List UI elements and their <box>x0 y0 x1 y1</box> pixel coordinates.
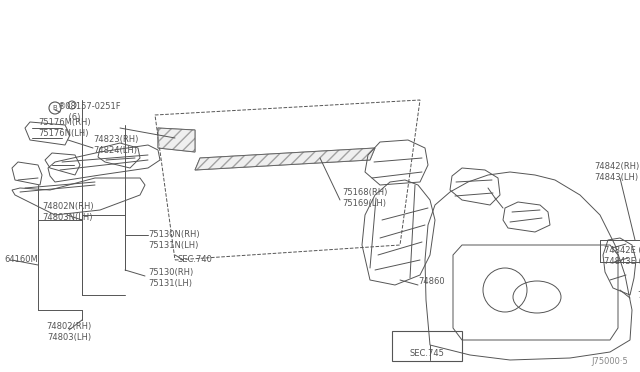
Text: 75176M(RH)
75176N(LH): 75176M(RH) 75176N(LH) <box>38 118 91 138</box>
Text: ®08157-0251F
    (6): ®08157-0251F (6) <box>58 102 122 122</box>
Text: 75130(RH)
75131(LH): 75130(RH) 75131(LH) <box>148 268 193 288</box>
Text: 75650: 75650 <box>637 291 640 299</box>
Text: 74842(RH)
74843(LH): 74842(RH) 74843(LH) <box>594 162 639 182</box>
Text: 74802(RH)
74803(LH): 74802(RH) 74803(LH) <box>46 322 92 342</box>
Text: SEC.745: SEC.745 <box>410 350 444 359</box>
Text: 74860: 74860 <box>418 278 445 286</box>
Text: 74842E (RH)
74843E (LH): 74842E (RH) 74843E (LH) <box>604 246 640 266</box>
Text: 74802N(RH)
74803N(LH): 74802N(RH) 74803N(LH) <box>42 202 93 222</box>
Polygon shape <box>158 128 195 152</box>
Text: 75168(RH)
75169(LH): 75168(RH) 75169(LH) <box>342 188 387 208</box>
Text: J75000·5: J75000·5 <box>591 357 628 366</box>
Text: 64160M: 64160M <box>4 256 38 264</box>
Text: SEC.740: SEC.740 <box>178 256 213 264</box>
Text: B: B <box>52 105 58 111</box>
Polygon shape <box>195 148 375 170</box>
Text: 74823(RH)
74824(LH): 74823(RH) 74824(LH) <box>93 135 138 155</box>
Text: 75130N(RH)
75131N(LH): 75130N(RH) 75131N(LH) <box>148 230 200 250</box>
